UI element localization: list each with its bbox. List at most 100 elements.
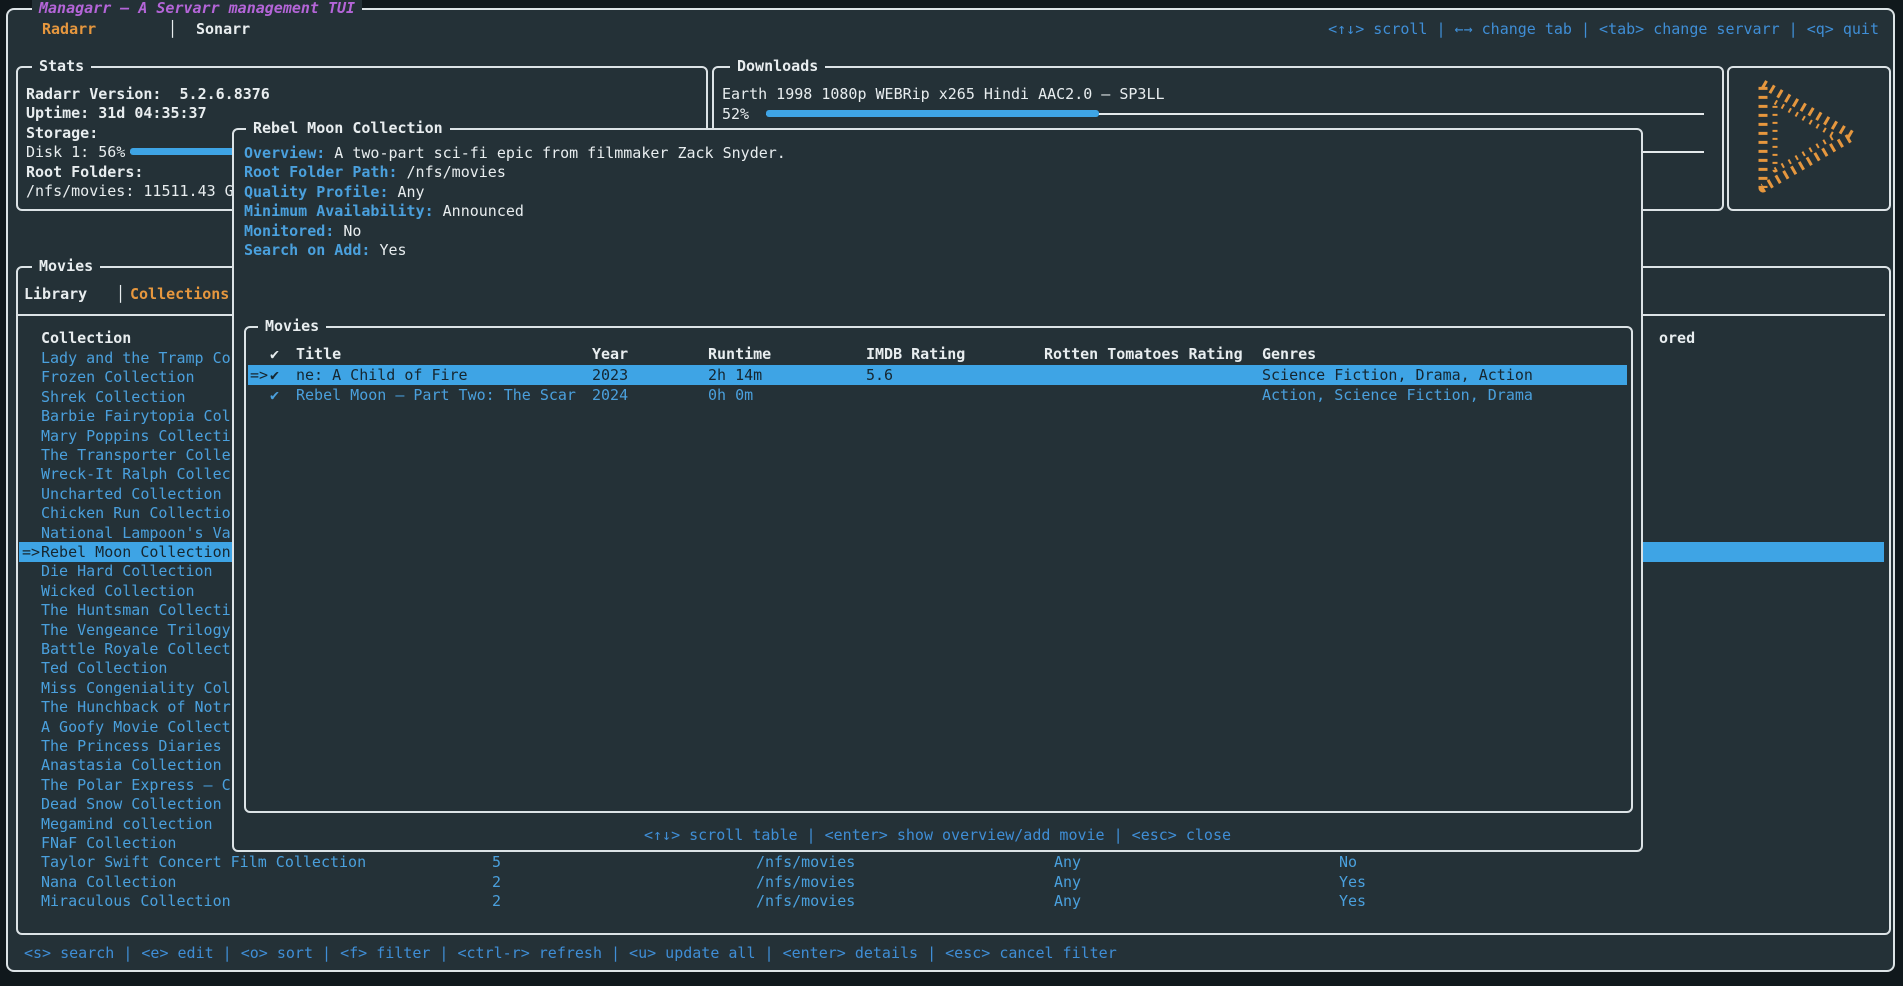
tab-sonarr[interactable]: Sonarr bbox=[196, 20, 251, 38]
collection-name: Miss Congeniality Col bbox=[41, 679, 231, 697]
collection-name: Frozen Collection bbox=[41, 368, 195, 386]
collection-name: National Lampoon's Va bbox=[41, 524, 231, 542]
table-column-header: Year bbox=[592, 345, 629, 363]
tab-radarr[interactable]: Radarr bbox=[42, 20, 97, 38]
table-column-header: Title bbox=[296, 345, 342, 363]
stats-panel-title: Stats bbox=[32, 56, 92, 76]
collection-root-folder: /nfs/movies bbox=[756, 873, 856, 891]
collection-name: Wicked Collection bbox=[41, 582, 195, 600]
collection-name: Chicken Run Collectio bbox=[41, 504, 231, 522]
collection-column-header: Collection bbox=[41, 329, 132, 347]
monitored-check-icon: ✔ bbox=[270, 386, 280, 404]
collection-name: Miraculous Collection bbox=[41, 892, 231, 910]
collection-root-folder: /nfs/movies bbox=[756, 892, 856, 910]
modal-field-value: A two-part sci-fi epic from filmmaker Za… bbox=[334, 144, 786, 162]
collection-name: A Goofy Movie Collect bbox=[41, 718, 231, 736]
modal-movies-title: Movies bbox=[258, 316, 327, 336]
collection-name: Ted Collection bbox=[41, 659, 168, 677]
collection-name: Battle Royale Collect bbox=[41, 640, 231, 658]
collection-quality-profile: Any bbox=[1054, 892, 1082, 910]
modal-field-label: Monitored: bbox=[244, 222, 335, 240]
collection-name: Uncharted Collection bbox=[41, 485, 222, 503]
uptime: Uptime: 31d 04:35:37 bbox=[26, 104, 207, 122]
modal-field-value: Yes bbox=[379, 241, 407, 259]
collection-quality-profile: Any bbox=[1054, 853, 1082, 871]
radarr-version: Radarr Version: 5.2.6.8376 bbox=[26, 85, 270, 103]
collection-name: Megamind collection bbox=[41, 815, 213, 833]
downloads-panel-title: Downloads bbox=[730, 56, 826, 76]
collection-name: The Polar Express – C bbox=[41, 776, 231, 794]
download-progress-track bbox=[766, 113, 1704, 115]
modal-field-value: Any bbox=[397, 183, 425, 201]
selection-arrow: => bbox=[250, 366, 269, 384]
collection-name: Wreck-It Ralph Collec bbox=[41, 465, 231, 483]
root-folders-label: Root Folders: bbox=[26, 163, 144, 181]
collection-quality-profile: Any bbox=[1054, 873, 1082, 891]
collection-name: Barbie Fairytopia Col bbox=[41, 407, 231, 425]
modal-field-label: Search on Add: bbox=[244, 241, 371, 259]
modal-field-label: Quality Profile: bbox=[244, 183, 389, 201]
modal-field-value: No bbox=[343, 222, 362, 240]
modal-title: Rebel Moon Collection bbox=[246, 118, 450, 138]
modal-field-value: /nfs/movies bbox=[406, 163, 506, 181]
collection-name: Mary Poppins Collecti bbox=[41, 427, 231, 445]
modal-movies-table-panel: Movies ✔ Title Year Runtime IMDB Rating Rotte… bbox=[244, 316, 1633, 813]
managarr-play-logo-icon bbox=[1758, 79, 1858, 193]
collection-name: The Huntsman Collecti bbox=[41, 601, 231, 619]
storage-label: Storage: bbox=[26, 124, 99, 142]
movie-genres: Science Fiction, Drama, Action bbox=[1262, 366, 1533, 384]
collection-name: Shrek Collection bbox=[41, 388, 186, 406]
movie-year: 2024 bbox=[592, 386, 629, 404]
collection-name: The Transporter Colle bbox=[41, 446, 231, 464]
table-column-header: Runtime bbox=[708, 345, 772, 363]
collection-name: Die Hard Collection bbox=[41, 562, 213, 580]
check-column-header: ✔ bbox=[270, 345, 280, 363]
tab-collections[interactable]: Collections bbox=[130, 285, 230, 303]
collection-monitored: Yes bbox=[1339, 873, 1367, 891]
modal-field-label: Overview: bbox=[244, 144, 326, 162]
collection-name: The Princess Diaries bbox=[41, 737, 222, 755]
collection-monitored: No bbox=[1339, 853, 1358, 871]
table-column-header: Genres bbox=[1262, 345, 1317, 363]
collection-name: Anastasia Collection bbox=[41, 756, 222, 774]
table-column-header: Rotten Tomatoes Rating bbox=[1044, 345, 1243, 363]
topbar-keybinds: <↑↓> scroll | ←→ change tab | <tab> chan… bbox=[1328, 20, 1879, 38]
modal-field-value: Announced bbox=[442, 202, 524, 220]
app-title: Managarr – A Servarr management TUI bbox=[32, 0, 363, 18]
collection-details-modal: Rebel Moon Collection Overview: A two-par… bbox=[232, 118, 1643, 852]
collection-name: The Vengeance Trilogy bbox=[41, 621, 231, 639]
movies-tab-separator-1: │ bbox=[116, 285, 126, 303]
download-item-name: Earth 1998 1080p WEBRip x265 Hindi AAC2.… bbox=[722, 85, 1165, 103]
tab-separator: │ bbox=[168, 20, 178, 38]
movie-year: 2023 bbox=[592, 366, 629, 384]
collection-name: The Hunchback of Notr bbox=[41, 698, 231, 716]
collection-root-folder: /nfs/movies bbox=[756, 853, 856, 871]
table-column-header: IMDB Rating bbox=[866, 345, 966, 363]
download-progress-fill bbox=[766, 110, 1099, 117]
collection-movie-count: 2 bbox=[492, 873, 502, 891]
collection-name: Lady and the Tramp Co bbox=[41, 349, 231, 367]
help-bar: <s> search | <e> edit | <o> sort | <f> f… bbox=[24, 944, 1117, 962]
collection-movie-count: 5 bbox=[492, 853, 502, 871]
collection-name: Rebel Moon Collection bbox=[41, 543, 231, 561]
movie-title: Rebel Moon – Part Two: The Scar bbox=[296, 386, 576, 404]
modal-keybinds: <↑↓> scroll table | <enter> show overvie… bbox=[644, 826, 1231, 844]
modal-field-label: Minimum Availability: bbox=[244, 202, 434, 220]
collection-name: FNaF Collection bbox=[41, 834, 177, 852]
selection-arrow: => bbox=[22, 543, 41, 561]
collection-name: Nana Collection bbox=[41, 873, 177, 891]
logo-panel bbox=[1727, 66, 1891, 211]
collection-movie-count: 2 bbox=[492, 892, 502, 910]
download-percent: 52% bbox=[722, 105, 750, 123]
movie-row-selected[interactable]: => ✔ ne: A Child of Fire 2023 2h 14m 5.6 Scien… bbox=[248, 365, 1627, 385]
movie-runtime: 0h 0m bbox=[708, 386, 754, 404]
movies-panel-title: Movies bbox=[32, 256, 101, 276]
root-folder-size: /nfs/movies: 11511.43 GB bbox=[26, 182, 243, 200]
monitored-check-icon: ✔ bbox=[270, 366, 280, 384]
collection-name: Taylor Swift Concert Film Collection bbox=[41, 853, 367, 871]
movie-title: ne: A Child of Fire bbox=[296, 366, 468, 384]
monitored-column-header-fragment: ored bbox=[1659, 329, 1696, 347]
tab-library[interactable]: Library bbox=[24, 285, 88, 303]
collection-name: Dead Snow Collection bbox=[41, 795, 222, 813]
